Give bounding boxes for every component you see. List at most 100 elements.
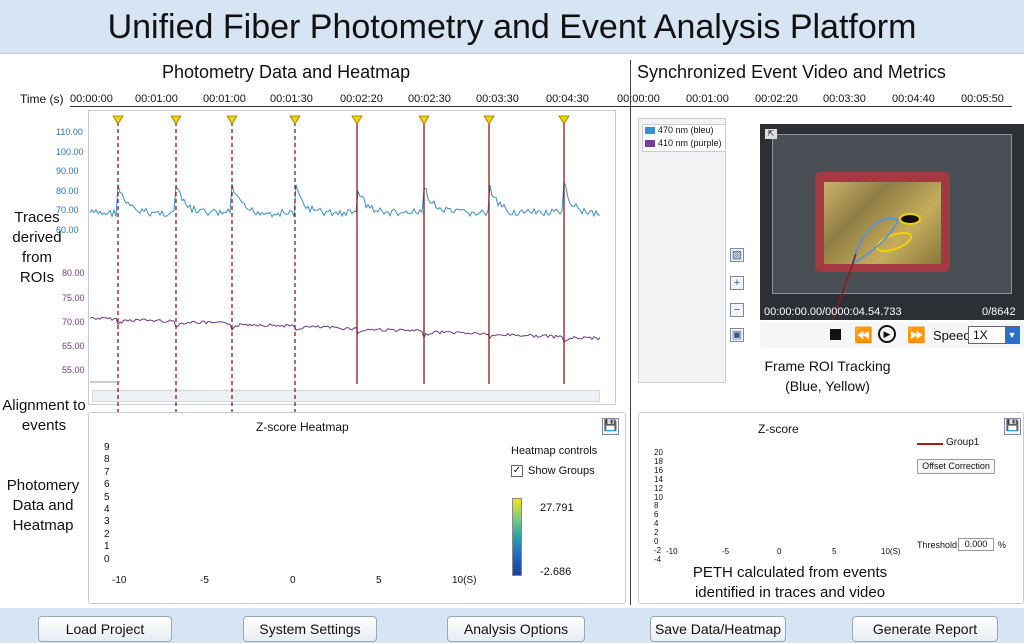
- show-groups-label: Show Groups: [528, 465, 595, 477]
- peth-y-tick: 8: [654, 501, 659, 511]
- heatmap-y-tick: 4: [104, 504, 110, 515]
- event-marker: [418, 115, 430, 125]
- peth-y-tick: 12: [654, 483, 663, 493]
- peth-title: Z-score: [758, 422, 799, 436]
- colorbar-max: 27.791: [540, 502, 574, 514]
- blue-trace: [89, 181, 601, 219]
- legend-swatch-470: [645, 127, 655, 134]
- heatmap-y-tick: 7: [104, 466, 110, 478]
- heatmap-y-tick: 2: [104, 528, 110, 540]
- threshold-input[interactable]: 0.000: [958, 538, 994, 551]
- time-tick: 00:01:30: [270, 93, 313, 105]
- peth-y-tick: 14: [654, 474, 663, 484]
- purple-tick: 80.00: [62, 268, 85, 278]
- purple-tick: 65.00: [62, 341, 85, 351]
- heatmap-y-tick: 3: [104, 516, 110, 528]
- heatmap-save-icon[interactable]: 💾: [602, 418, 619, 435]
- expand-icon[interactable]: ⇱: [765, 129, 777, 139]
- blue-tick: 100.00: [56, 146, 84, 157]
- offset-correction-button[interactable]: Offset Correction: [917, 459, 995, 474]
- time-tick: 00:01:00: [686, 93, 729, 105]
- purple-tick: 75.00: [62, 293, 85, 303]
- heatmap-y-tick: 8: [104, 454, 110, 466]
- purple-trace: [89, 316, 601, 343]
- time-ruler-right: [612, 106, 1012, 107]
- save-video-icon[interactable]: ▣: [730, 328, 744, 342]
- legend-box: [642, 124, 726, 152]
- roi-caption: Frame ROI Tracking (Blue, Yellow): [764, 358, 891, 394]
- peth-y-tick: 16: [654, 465, 663, 475]
- peth-y-tick: 18: [654, 456, 663, 466]
- peth-x-tick: -5: [722, 547, 730, 556]
- heatmap-y-tick: 0: [104, 553, 110, 565]
- analysis-options-button[interactable]: Analysis Options: [447, 616, 585, 642]
- speed-label: Speed: [933, 328, 971, 343]
- blue-tick: 80.00: [56, 185, 79, 196]
- legend-label-470: 470 nm (bleu): [658, 125, 714, 135]
- peth-caption: PETH calculated from events identified i…: [692, 564, 888, 601]
- forward-icon[interactable]: ⏩: [907, 327, 926, 344]
- blue-tick: 70.00: [56, 205, 79, 215]
- time-tick: 00:00:00: [70, 93, 113, 105]
- app-header: Unified Fiber Photometry and Event Analy…: [0, 0, 1024, 54]
- heatmap-controls-title: Heatmap controls: [511, 445, 598, 457]
- time-tick: 00:02:30: [408, 93, 451, 105]
- event-marker: [289, 115, 301, 125]
- heatmap-x-tick: -5: [200, 575, 209, 586]
- time-tick: 00:04:40: [892, 93, 935, 105]
- peth-y-tick: 2: [654, 528, 659, 538]
- heatmap-x-tick: 5: [376, 575, 382, 586]
- stop-icon[interactable]: [830, 329, 841, 340]
- left-section-title: Photometry Data and Heatmap: [162, 62, 411, 82]
- peth-y-tick: -4: [654, 554, 662, 564]
- save-data-heatmap-button[interactable]: Save Data/Heatmap: [650, 616, 786, 642]
- video-time: 00:00:00.00/0000:04.54.733: [764, 306, 902, 318]
- heatmap-x-tick: -10: [112, 575, 127, 586]
- legend-panel: [638, 118, 726, 383]
- show-groups-checkbox[interactable]: ✓: [511, 465, 523, 477]
- peth-x-tick: 5: [832, 547, 837, 556]
- heatmap-panel: [88, 412, 626, 604]
- heatmap-y-tick: 1: [104, 541, 110, 553]
- time-tick: 00:00:00: [617, 93, 660, 105]
- rewind-icon[interactable]: ⏪: [854, 327, 873, 344]
- system-settings-button[interactable]: System Settings: [243, 616, 377, 642]
- video-frame[interactable]: ⇱: [760, 124, 1024, 320]
- generate-report-button[interactable]: Generate Report: [852, 616, 998, 642]
- time-tick: 00:03:30: [823, 93, 866, 105]
- load-project-button[interactable]: Load Project: [38, 616, 172, 642]
- image-icon[interactable]: ▨: [730, 248, 744, 262]
- speed-value: 1X: [973, 328, 988, 342]
- legend-label-410: 410 nm (purple): [658, 138, 722, 148]
- zoom-out-icon[interactable]: −: [730, 303, 744, 317]
- zoom-in-icon[interactable]: +: [730, 276, 744, 290]
- event-marker: [351, 115, 363, 125]
- heatmap-x-tick: 10(S): [452, 575, 477, 586]
- peth-save-icon[interactable]: 💾: [1004, 418, 1021, 435]
- peth-legend-line: [917, 443, 943, 445]
- traces-scrollbar[interactable]: [92, 390, 600, 402]
- heatmap-title: Z-score Heatmap: [256, 420, 349, 434]
- peth-legend-label: Group1: [946, 437, 980, 448]
- frame-count: 0/8642: [982, 306, 1016, 318]
- peth-y-tick: 20: [654, 448, 663, 457]
- right-section-title: Synchronized Event Video and Metrics: [637, 62, 946, 82]
- threshold-unit: %: [998, 540, 1007, 550]
- colorbar-min: -2.686: [540, 566, 572, 578]
- annot-traces: Traces derived from ROIs: [12, 209, 62, 286]
- heatmap-y-tick: 9: [104, 442, 110, 453]
- speed-select[interactable]: 1X ▼: [968, 326, 1020, 344]
- play-icon[interactable]: ▶: [878, 325, 896, 343]
- blue-tick: 90.00: [56, 166, 79, 176]
- peth-y-tick: 10: [654, 492, 663, 502]
- legend-swatch-410: [645, 140, 655, 147]
- chevron-down-icon[interactable]: ▼: [1005, 327, 1019, 343]
- time-tick: 00:04:30: [546, 93, 589, 105]
- purple-tick: 70.00: [62, 317, 85, 327]
- peth-y-tick: -2: [654, 545, 662, 555]
- time-axis-label: Time (s): [20, 92, 64, 106]
- peth-y-tick: 4: [654, 519, 659, 529]
- annot-photometry: Photomery Data and Heatmap: [6, 477, 80, 534]
- heatmap-y-tick: 5: [104, 491, 110, 503]
- heatmap-x-tick: 0: [290, 575, 296, 586]
